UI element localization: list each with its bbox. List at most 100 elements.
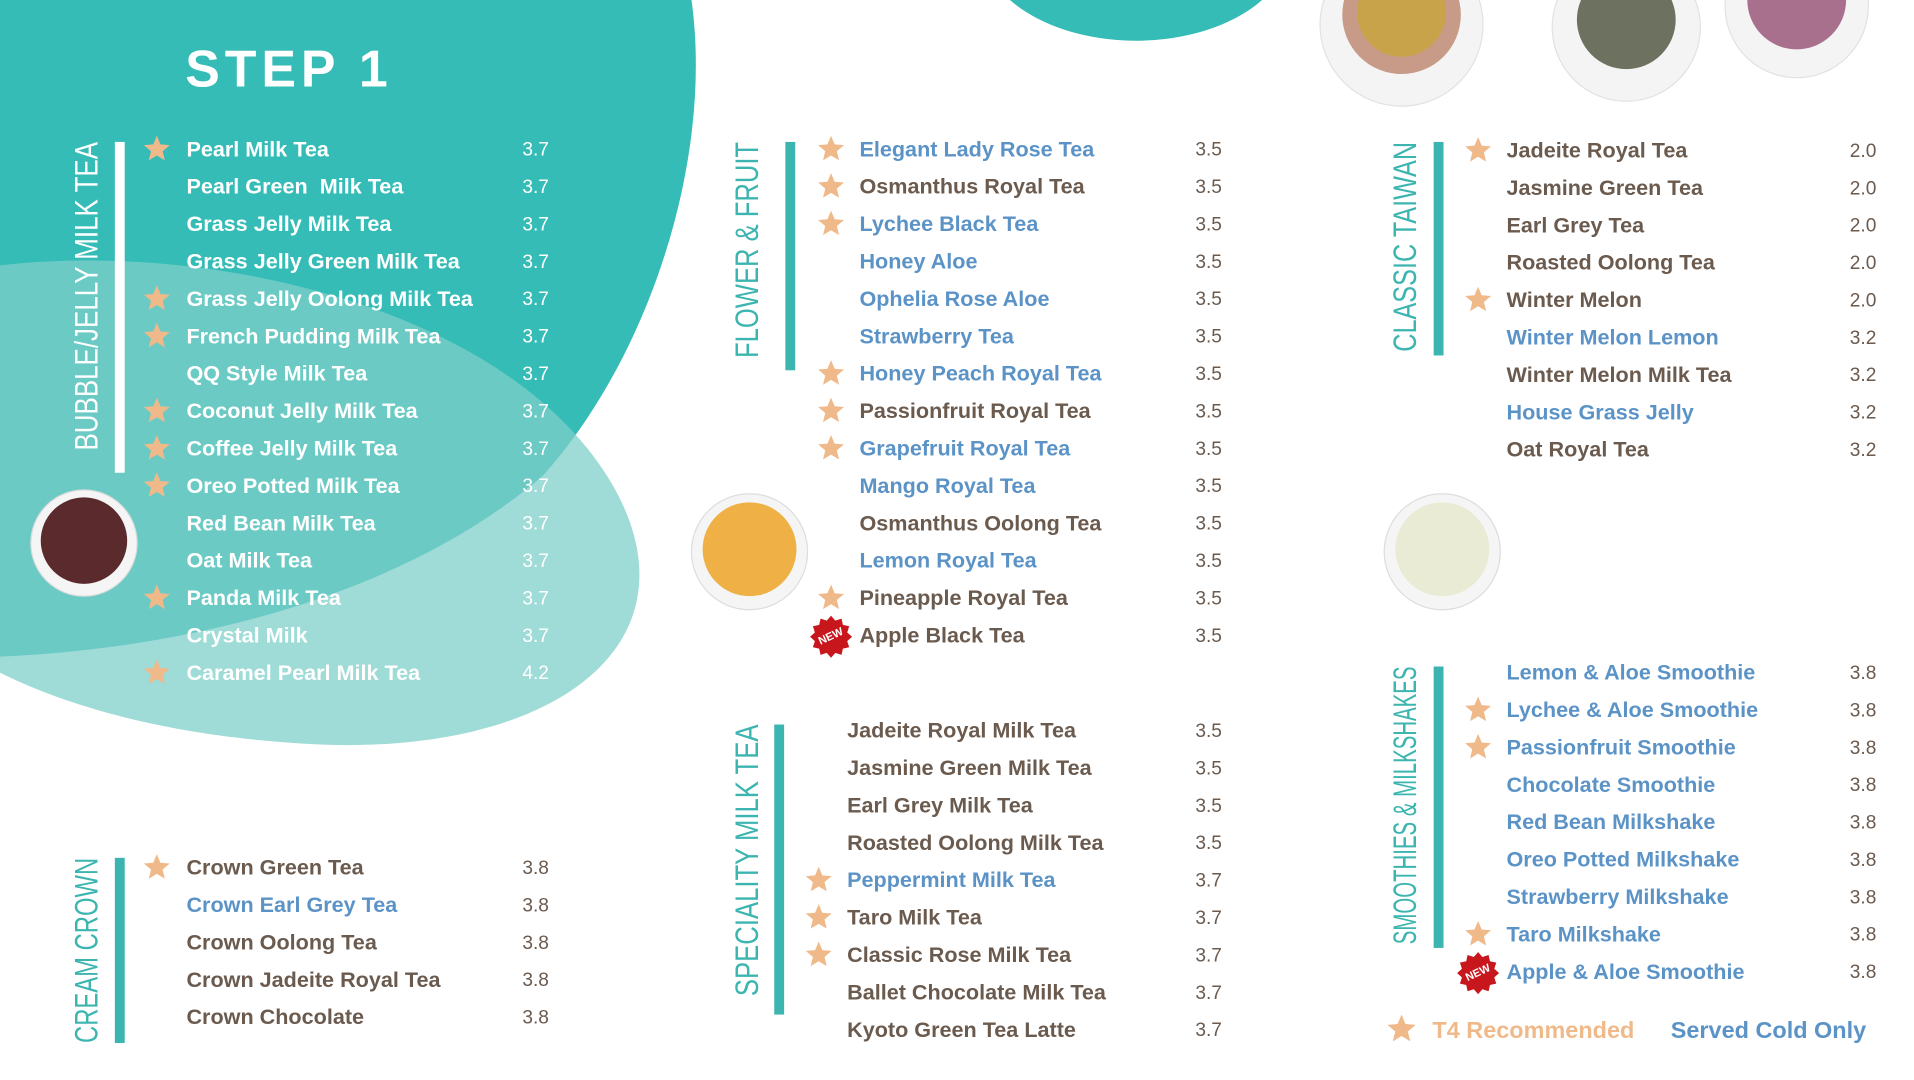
item-name: Passionfruit Smoothie (1507, 734, 1736, 759)
item-name: Jadeite Royal Milk Tea (847, 718, 1077, 743)
decorative-bowls (30, 0, 1869, 611)
section-bar (785, 141, 796, 371)
item-name: Coffee Jelly Milk Tea (186, 435, 398, 460)
item-price: 3.5 (1195, 551, 1222, 572)
star-icon (143, 659, 170, 684)
item-price: 3.8 (522, 895, 549, 916)
section-title: BUBBLE/JELLY MILK TEA (68, 141, 104, 450)
section-title: FLOWER & FRUIT (729, 142, 765, 358)
item-name: Red Bean Milkshake (1507, 809, 1716, 834)
star-icon (1465, 920, 1492, 946)
star-icon (143, 285, 170, 310)
item-price: 3.8 (1850, 962, 1877, 983)
item-price: 3.8 (1850, 887, 1877, 908)
star-icon (818, 397, 845, 423)
item-price: 3.2 (1850, 328, 1877, 349)
section-title: SMOOTHIES & MILKSHAKES (1387, 667, 1423, 945)
item-price: 3.5 (1195, 796, 1222, 817)
item-price: 3.7 (522, 514, 549, 535)
item-price: 2.0 (1850, 290, 1877, 311)
item-name: Pineapple Royal Tea (859, 585, 1068, 610)
item-price: 3.8 (1850, 738, 1877, 759)
item-name: Ophelia Rose Aloe (859, 286, 1049, 311)
item-price: 3.7 (1195, 1020, 1222, 1041)
item-name: Winter Melon Lemon (1507, 325, 1719, 350)
item-name: Earl Grey Tea (1507, 212, 1646, 237)
item-name: Lychee & Aloe Smoothie (1507, 697, 1759, 722)
item-name: Honey Peach Royal Tea (859, 361, 1102, 386)
item-price: 3.7 (522, 364, 549, 385)
item-name: Pearl Green Milk Tea (186, 174, 404, 199)
item-price: 3.7 (522, 476, 549, 497)
star-icon (818, 135, 845, 161)
legend-cold: Served Cold Only (1671, 1017, 1866, 1043)
star-icon (1465, 696, 1492, 722)
item-name: Caramel Pearl Milk Tea (186, 660, 421, 685)
legend-recommended: T4 Recommended (1432, 1017, 1634, 1043)
item-name: Taro Milkshake (1507, 921, 1661, 946)
item-name: Apple Black Tea (859, 622, 1025, 647)
menu-section: SPECIALITY MILK TEA Jadeite Royal Milk Te… (729, 718, 1222, 1042)
item-price: 3.8 (1850, 663, 1877, 684)
item-price: 3.5 (1195, 327, 1222, 348)
item-price: 3.7 (1195, 871, 1222, 892)
star-icon (1465, 137, 1492, 162)
star-icon (818, 584, 845, 610)
item-price: 3.8 (1850, 813, 1877, 834)
item-name: Peppermint Milk Tea (847, 867, 1056, 892)
section-title: SPECIALITY MILK TEA (729, 724, 765, 996)
item-price: 3.8 (1850, 925, 1877, 946)
item-name: Lychee Black Tea (859, 211, 1039, 236)
item-price: 3.5 (1195, 252, 1222, 273)
item-name: Apple & Aloe Smoothie (1507, 959, 1745, 984)
item-name: Osmanthus Oolong Tea (859, 510, 1102, 535)
star-icon (143, 434, 170, 460)
item-name: Chocolate Smoothie (1507, 772, 1716, 797)
item-price: 3.8 (522, 970, 549, 991)
item-name: Crown Oolong Tea (186, 929, 377, 954)
item-price: 3.7 (522, 588, 549, 609)
item-price: 3.7 (522, 626, 549, 647)
item-name: Mango Royal Tea (859, 473, 1036, 498)
item-name: Crown Jadeite Royal Tea (186, 967, 441, 992)
item-name: Elegant Lady Rose Tea (859, 136, 1095, 161)
star-icon (1465, 286, 1492, 312)
menu-section: FLOWER & FRUIT Elegant Lady Rose Tea 3.5 Os… (729, 135, 1222, 658)
section-title: CREAM CROWN (68, 858, 104, 1043)
star-icon (143, 135, 170, 161)
item-name: Osmanthus Royal Tea (859, 174, 1085, 199)
item-name: Grass Jelly Green Milk Tea (186, 248, 460, 273)
star-icon (1387, 1014, 1416, 1042)
section-bar (1433, 141, 1444, 356)
background (0, 0, 1263, 746)
item-name: Crown Green Tea (186, 855, 364, 880)
item-price: 3.8 (522, 858, 549, 879)
item-name: Crown Earl Grey Tea (186, 892, 398, 917)
item-price: 3.5 (1195, 289, 1222, 310)
item-price: 2.0 (1850, 178, 1877, 199)
section-bar (774, 724, 785, 1015)
item-price: 2.0 (1850, 253, 1877, 274)
item-price: 3.5 (1195, 626, 1222, 647)
item-price: 3.2 (1850, 403, 1877, 424)
star-icon (818, 434, 845, 460)
item-name: Classic Rose Milk Tea (847, 942, 1072, 967)
item-price: 3.5 (1195, 721, 1222, 742)
item-name: Oreo Potted Milk Tea (186, 473, 400, 498)
item-price: 3.8 (1850, 850, 1877, 871)
item-price: 2.0 (1850, 216, 1877, 237)
item-price: 3.7 (1195, 945, 1222, 966)
new-badge (810, 615, 853, 658)
item-price: 3.7 (522, 439, 549, 460)
item-price: 3.5 (1195, 439, 1222, 460)
item-price: 3.5 (1195, 758, 1222, 779)
item-name: Grass Jelly Oolong Milk Tea (186, 286, 473, 311)
star-icon (805, 866, 832, 892)
item-name: Lemon Royal Tea (859, 548, 1037, 573)
item-price: 3.8 (522, 933, 549, 954)
item-name: Winter Melon (1507, 287, 1642, 312)
item-name: Earl Grey Milk Tea (847, 792, 1034, 817)
item-price: 3.7 (522, 401, 549, 422)
item-name: Roasted Oolong Tea (1507, 250, 1716, 275)
